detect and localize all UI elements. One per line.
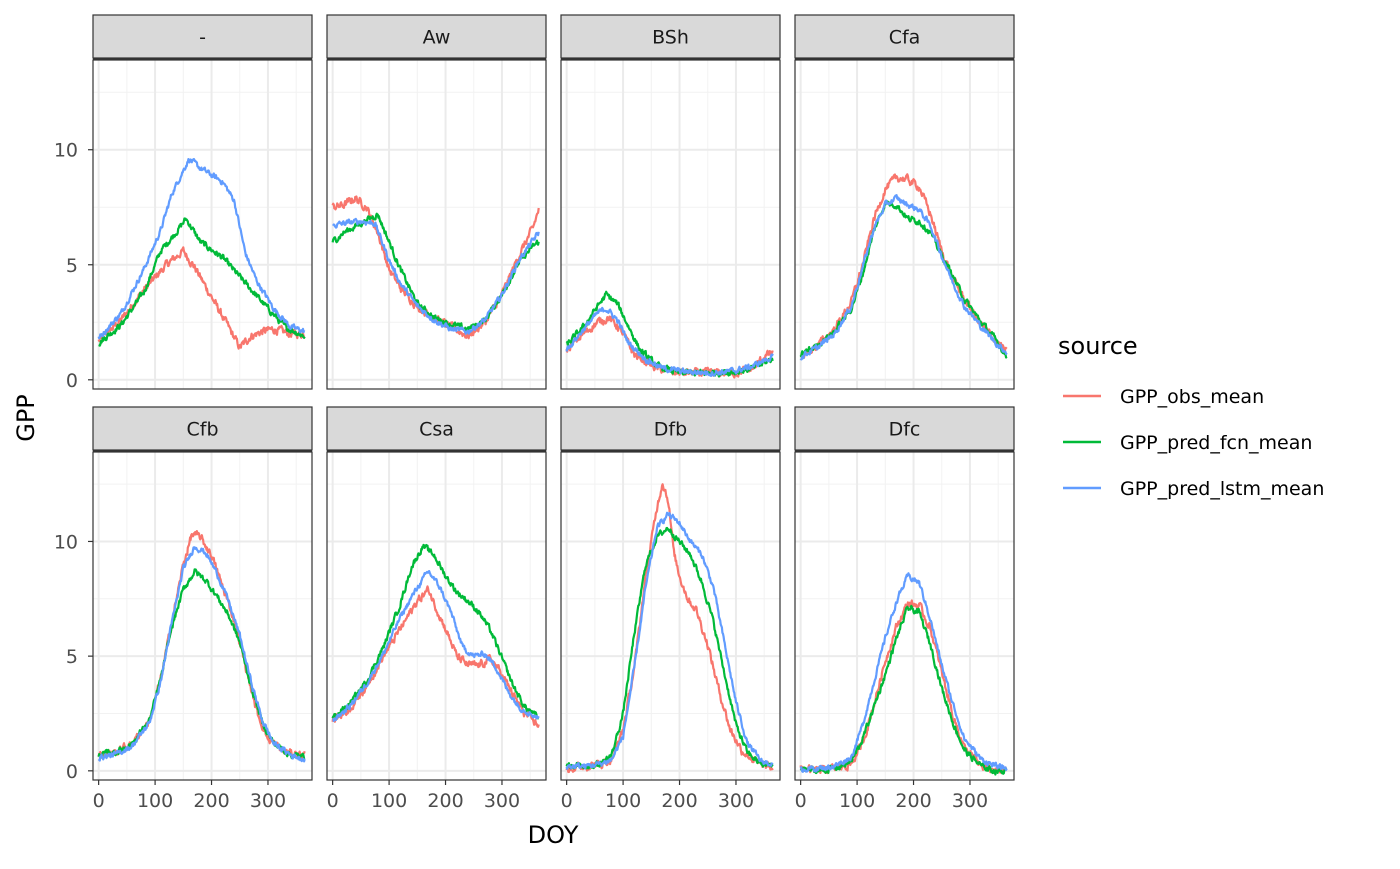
series-line-GPP_pred_lstm_mean	[97, 158, 306, 340]
series-line-GPP_pred_fcn_mean	[98, 217, 306, 347]
x-tick-label: 100	[605, 790, 641, 812]
facet-strip	[92, 14, 313, 59]
x-tick-label: 100	[839, 790, 875, 812]
facet-panel-Csa: Csa 0 100 200 300	[326, 406, 547, 812]
panel-background	[561, 60, 780, 389]
facet-strip-label: -	[199, 27, 206, 49]
series-line-GPP_pred_fcn_mean	[799, 604, 1008, 776]
legend-label-GPP_obs_mean: GPP_obs_mean	[1120, 386, 1264, 408]
legend-title: source	[1058, 332, 1138, 360]
y-tick-label: 5	[66, 255, 78, 277]
facet-panel-Dfc: Dfc 0 100 200 300	[794, 406, 1015, 812]
facet-panel-dash: - 0 5 10	[54, 14, 313, 392]
facet-strip	[560, 14, 781, 59]
x-tick-label: 300	[484, 790, 520, 812]
facet-strip	[794, 406, 1015, 451]
x-tick-label: 0	[93, 790, 105, 812]
series-line-GPP_pred_lstm_mean	[565, 511, 774, 770]
series-line-GPP_pred_lstm_mean	[799, 194, 1008, 361]
facet-strip-label: Dfc	[889, 419, 921, 441]
series-line-GPP_pred_lstm_mean	[332, 570, 540, 722]
facet-strip-label: Aw	[423, 27, 451, 49]
facet-strip	[794, 14, 1015, 59]
facet-strip	[92, 406, 313, 451]
panel-background	[561, 452, 780, 780]
facet-panel-Dfb: Dfb 0 100 200 300	[560, 406, 781, 812]
facet-strip	[326, 14, 547, 59]
legend: source GPP_obs_mean GPP_pred_fcn_mean GPP_…	[1058, 332, 1324, 500]
facet-strip	[326, 406, 547, 451]
y-tick-label: 5	[66, 646, 78, 668]
x-tick-label: 200	[193, 790, 229, 812]
x-tick-label: 200	[661, 790, 697, 812]
legend-label-GPP_pred_lstm_mean: GPP_pred_lstm_mean	[1120, 478, 1324, 500]
panel-background	[327, 60, 546, 389]
panel-background	[93, 452, 312, 780]
facet-panel-Cfa: Cfa	[794, 14, 1015, 390]
facet-strip-label: Csa	[419, 419, 454, 441]
series-line-GPP_pred_lstm_mean	[97, 546, 306, 763]
legend-label-GPP_pred_fcn_mean: GPP_pred_fcn_mean	[1120, 432, 1312, 454]
facet-strip-label: Cfb	[186, 419, 218, 441]
panel-background	[327, 452, 546, 780]
x-tick-label: 200	[895, 790, 931, 812]
series-line-GPP_pred_fcn_mean	[331, 543, 540, 720]
facet-strip-label: Cfa	[889, 27, 921, 49]
y-tick-label: 0	[66, 761, 78, 783]
x-tick-label: 100	[371, 790, 407, 812]
facet-strip-label: BSh	[652, 27, 689, 49]
x-tick-label: 300	[250, 790, 286, 812]
y-tick-label: 10	[54, 531, 78, 553]
x-tick-label: 100	[137, 790, 173, 812]
series-line-GPP_pred_lstm_mean	[565, 306, 774, 377]
y-axis-title: GPP	[12, 394, 40, 442]
x-tick-label: 300	[952, 790, 988, 812]
facet-panel-Aw: Aw	[326, 14, 547, 390]
panel-background	[93, 60, 312, 389]
facet-panel-BSh: BSh	[560, 14, 781, 390]
x-axis-title: DOY	[528, 821, 579, 849]
x-tick-label: 0	[795, 790, 807, 812]
facet-strip	[560, 406, 781, 451]
facet-strip-label: Dfb	[654, 419, 687, 441]
x-tick-label: 0	[327, 790, 339, 812]
series-line-GPP_pred_lstm_mean	[332, 217, 540, 335]
x-tick-label: 0	[561, 790, 573, 812]
x-tick-label: 200	[427, 790, 463, 812]
x-tick-label: 300	[718, 790, 754, 812]
series-line-GPP_pred_lstm_mean	[799, 572, 1008, 773]
y-tick-label: 0	[66, 370, 78, 392]
y-tick-label: 10	[54, 140, 78, 162]
